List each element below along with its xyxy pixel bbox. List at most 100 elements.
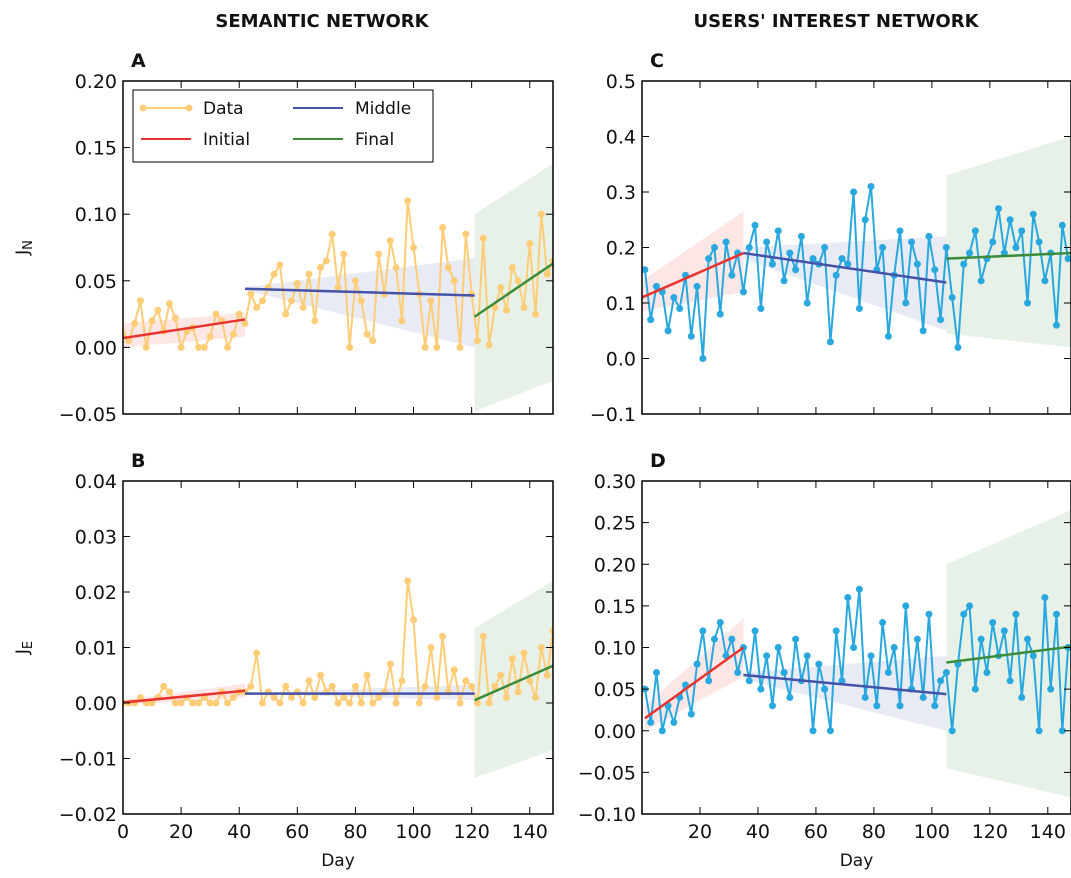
panel-b-data-point bbox=[433, 693, 441, 701]
panel-b-data-point bbox=[410, 616, 418, 624]
panel-b-xtick-label: 0 bbox=[117, 821, 129, 843]
panel-d-letter: D bbox=[650, 450, 666, 472]
panel-c-data-point bbox=[931, 266, 939, 274]
panel-c-data-point bbox=[855, 305, 863, 313]
panel-a-data-point bbox=[154, 306, 162, 314]
panel-c-fit-middle bbox=[743, 251, 947, 284]
panel-b-data-point bbox=[456, 699, 464, 707]
panel-b-data-point bbox=[526, 677, 534, 685]
panel-d-data-point bbox=[855, 585, 863, 593]
panel-c-data-point bbox=[757, 305, 765, 313]
panel-c-ytick-label: −0.1 bbox=[590, 404, 636, 426]
panel-a-data-point bbox=[229, 330, 237, 338]
panel-b-data-point bbox=[462, 677, 470, 685]
panel-b-data-point bbox=[503, 693, 511, 701]
panel-b-data-point bbox=[363, 671, 371, 679]
panel-b-data-point bbox=[485, 699, 493, 707]
panel-a-letter: A bbox=[131, 50, 146, 72]
panel-c-ytick-label: 0.5 bbox=[606, 71, 636, 93]
panel-c-data-point bbox=[832, 271, 840, 279]
panel-a-data-point bbox=[299, 303, 307, 311]
panel-a-band-final bbox=[474, 163, 553, 412]
panel-b-xtick-label: 120 bbox=[454, 821, 490, 843]
panel-a-data-point bbox=[311, 317, 319, 325]
panel-b-data-point bbox=[351, 682, 359, 690]
panel-b-data-point bbox=[189, 699, 197, 707]
panel-a-data-point bbox=[322, 257, 330, 265]
panel-b-data-point bbox=[229, 693, 237, 701]
panel-c-data-point bbox=[1035, 238, 1043, 246]
panel-b-data-point bbox=[450, 666, 458, 674]
panel-a-data-point bbox=[473, 337, 481, 345]
panel-a: −0.05 0.00 0.05 0.10 0.15 0.20 A JN bbox=[13, 50, 554, 426]
panel-b-data-point bbox=[386, 660, 394, 668]
panel-c-data-point bbox=[792, 266, 800, 274]
legend: Data Initial Middle Final bbox=[132, 89, 434, 163]
panel-b-fit-initial bbox=[123, 689, 246, 704]
panel-b-data-point bbox=[392, 699, 400, 707]
panel-a-ylabel: JN bbox=[13, 240, 36, 256]
panel-b-ytick-label: 0.04 bbox=[75, 471, 117, 493]
panel-d-data-point bbox=[844, 594, 852, 602]
panel-d-fit-initial bbox=[644, 646, 745, 720]
panel-c-data-point bbox=[1064, 255, 1071, 263]
panel-c-data-point bbox=[919, 327, 927, 335]
panel-a-data-point bbox=[398, 317, 406, 325]
panel-a-data-point bbox=[497, 283, 505, 291]
panel-a-data-point bbox=[334, 283, 342, 291]
panel-c-data-point bbox=[670, 293, 678, 301]
panel-b-ytick-label: 0.01 bbox=[75, 638, 117, 660]
panel-d-data-point bbox=[925, 610, 933, 618]
panel-b-data-point bbox=[369, 699, 377, 707]
panel-d-xtick-label: 100 bbox=[914, 821, 950, 843]
panel-a-data-point bbox=[439, 224, 447, 232]
panel-d-data-point bbox=[710, 635, 718, 643]
panel-c-data-line bbox=[643, 186, 1070, 359]
panel-b-data-point bbox=[340, 693, 348, 701]
panel-a-data-point bbox=[537, 210, 545, 218]
panel-d-data-point bbox=[850, 644, 858, 651]
panel-b-data-point bbox=[299, 699, 307, 707]
panel-a-ylabel-subscript: N bbox=[21, 240, 36, 250]
panel-b-xlabel: Day bbox=[321, 851, 355, 871]
panel-a-ytick-label: 0.00 bbox=[75, 337, 117, 359]
panel-a-data-point bbox=[340, 250, 348, 258]
panel-b-data-point bbox=[549, 627, 553, 635]
panel-c-data-point bbox=[716, 310, 724, 318]
panel-d-data-point bbox=[937, 677, 945, 685]
panel-a-data-point bbox=[270, 270, 278, 278]
panel-c-data-point bbox=[739, 288, 747, 296]
panel-a-data-point bbox=[456, 343, 464, 351]
panel-c-data-point bbox=[966, 249, 974, 257]
panel-c-data-point bbox=[786, 249, 794, 257]
panel-d-data-point bbox=[1041, 594, 1049, 602]
panel-a-data-point bbox=[131, 319, 139, 327]
legend-box bbox=[132, 89, 434, 163]
panel-d-data-point bbox=[1000, 627, 1008, 635]
panel-a-data-point bbox=[526, 240, 534, 248]
panel-b-data-point bbox=[247, 682, 255, 690]
panel-b-data-point bbox=[404, 577, 412, 585]
panel-a-frame bbox=[122, 80, 554, 415]
panel-b-data-point bbox=[206, 699, 214, 707]
panel-a-data-point bbox=[241, 319, 249, 327]
panel-c-data-point bbox=[705, 255, 713, 263]
panel-d-data-point bbox=[658, 727, 666, 735]
panel-b-data-point bbox=[532, 693, 540, 701]
panel-a-data-point bbox=[258, 297, 266, 305]
panels: −0.050.000.050.100.150.20AJN−0.02−0.010.… bbox=[13, 50, 1071, 871]
panel-b-data-point bbox=[421, 682, 429, 690]
panel-d-data-point bbox=[867, 652, 875, 660]
panel-c-data-point bbox=[763, 238, 771, 246]
panel-c-ytick-label: 0.3 bbox=[606, 182, 636, 204]
panel-a-data-point bbox=[123, 330, 127, 338]
panel-b-data-point bbox=[328, 682, 336, 690]
panel-d-data-point bbox=[861, 693, 869, 701]
panel-b-data-point bbox=[282, 682, 290, 690]
panel-a-data-point bbox=[282, 310, 290, 318]
panel-a-ytick-label: −0.05 bbox=[59, 404, 117, 426]
panel-b-data-point bbox=[473, 699, 481, 707]
panel-b-data-point bbox=[258, 699, 266, 707]
panel-b-plot-area bbox=[123, 577, 553, 778]
panel-a-data-point bbox=[392, 263, 400, 271]
